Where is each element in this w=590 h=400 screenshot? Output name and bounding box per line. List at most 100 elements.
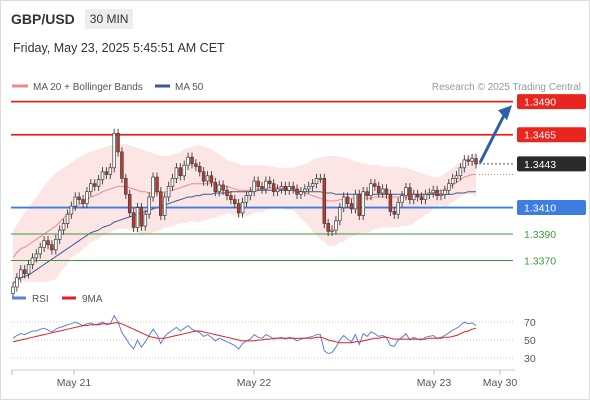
candle-body	[454, 175, 459, 179]
candle	[15, 273, 19, 292]
candle	[139, 202, 144, 231]
candle-body	[89, 183, 93, 192]
candle	[57, 225, 62, 244]
candle	[423, 189, 428, 205]
candle-body	[431, 189, 435, 194]
candle-body	[194, 163, 198, 167]
candle	[322, 173, 327, 229]
time-label-3: May 30	[483, 377, 518, 389]
candle-body	[295, 188, 299, 195]
candle-body	[65, 213, 70, 224]
candle-body	[205, 175, 210, 182]
candle-body	[19, 269, 23, 279]
candle-body	[162, 196, 167, 216]
candle-body	[306, 186, 311, 190]
candle-body	[182, 164, 186, 177]
candle-body	[170, 178, 175, 187]
level-tag-1.3465	[517, 127, 586, 143]
level-tag-1.3490	[517, 94, 586, 110]
candle	[415, 189, 420, 202]
arrow-head	[498, 105, 512, 121]
candle-body	[174, 167, 179, 179]
candle	[303, 184, 307, 197]
candle-body	[54, 238, 58, 251]
candle	[217, 180, 221, 197]
ma20-line	[12, 173, 476, 259]
candle-body	[151, 176, 155, 198]
candle-body	[439, 193, 443, 196]
candle	[256, 176, 260, 191]
time-label-1: May 22	[237, 377, 272, 389]
candle	[73, 192, 78, 211]
candle	[462, 155, 467, 173]
candle	[22, 265, 27, 279]
candle-body	[256, 180, 260, 187]
candle-body	[415, 193, 420, 198]
candle	[240, 197, 245, 218]
candle-body	[318, 178, 323, 180]
candle-body	[81, 199, 85, 204]
candle	[287, 181, 291, 195]
candle	[435, 185, 439, 201]
candle	[205, 171, 210, 186]
level-label-1.3390: 1.3390	[524, 229, 556, 241]
candle	[454, 171, 459, 184]
candle-body	[139, 207, 144, 227]
candle-body	[322, 178, 327, 224]
candle-body	[326, 223, 330, 232]
candle-body	[303, 188, 307, 192]
candle	[357, 189, 362, 221]
candle	[369, 179, 373, 201]
price-tags: 1.3490 1.3465 1.3410 1.3390 1.3370 1.3443	[479, 94, 586, 268]
candle	[65, 209, 70, 229]
candle	[236, 198, 241, 218]
candle	[162, 192, 167, 221]
candle-body	[50, 244, 54, 251]
candle	[338, 202, 342, 226]
rsi-ma-line	[12, 322, 477, 344]
arrow-shaft	[478, 114, 506, 164]
candle-body	[57, 229, 62, 240]
candle-body	[450, 178, 455, 185]
candle-body	[100, 171, 105, 181]
candle-body	[291, 186, 295, 190]
candle-body	[229, 195, 233, 200]
candle-body	[131, 212, 136, 228]
last-price-tag	[517, 156, 586, 172]
candle-body	[345, 196, 350, 204]
candle-body	[112, 133, 116, 169]
candle	[89, 179, 93, 197]
candle-body	[186, 156, 190, 166]
candle-body	[447, 183, 451, 191]
copyright-text: Research © 2025 Trading Central	[432, 82, 581, 93]
candle-body	[419, 196, 424, 200]
candle-body	[92, 183, 97, 187]
candle	[330, 225, 334, 237]
candle	[260, 181, 264, 194]
rsi-line	[12, 314, 477, 355]
candle-body	[213, 182, 218, 193]
candle-body	[260, 186, 264, 190]
forecast-arrow	[478, 105, 512, 164]
candle-body	[135, 207, 140, 228]
candle	[81, 194, 85, 209]
candle	[174, 163, 179, 184]
candle-body	[400, 195, 404, 203]
time-label-0: May 21	[57, 377, 92, 389]
candle-body	[470, 158, 474, 162]
timeframe-badge[interactable]: 30 MIN	[84, 9, 134, 29]
candle	[299, 187, 303, 199]
candle-body	[275, 188, 280, 192]
candle	[178, 163, 183, 181]
candle	[345, 192, 350, 209]
candle-body	[458, 167, 463, 177]
candle-body	[334, 220, 338, 231]
candle	[439, 189, 443, 201]
candle	[209, 171, 214, 188]
candle	[458, 163, 463, 181]
candle	[291, 181, 295, 194]
candle	[201, 167, 206, 186]
candle	[96, 175, 101, 191]
candle	[26, 259, 31, 279]
candle	[447, 179, 451, 195]
